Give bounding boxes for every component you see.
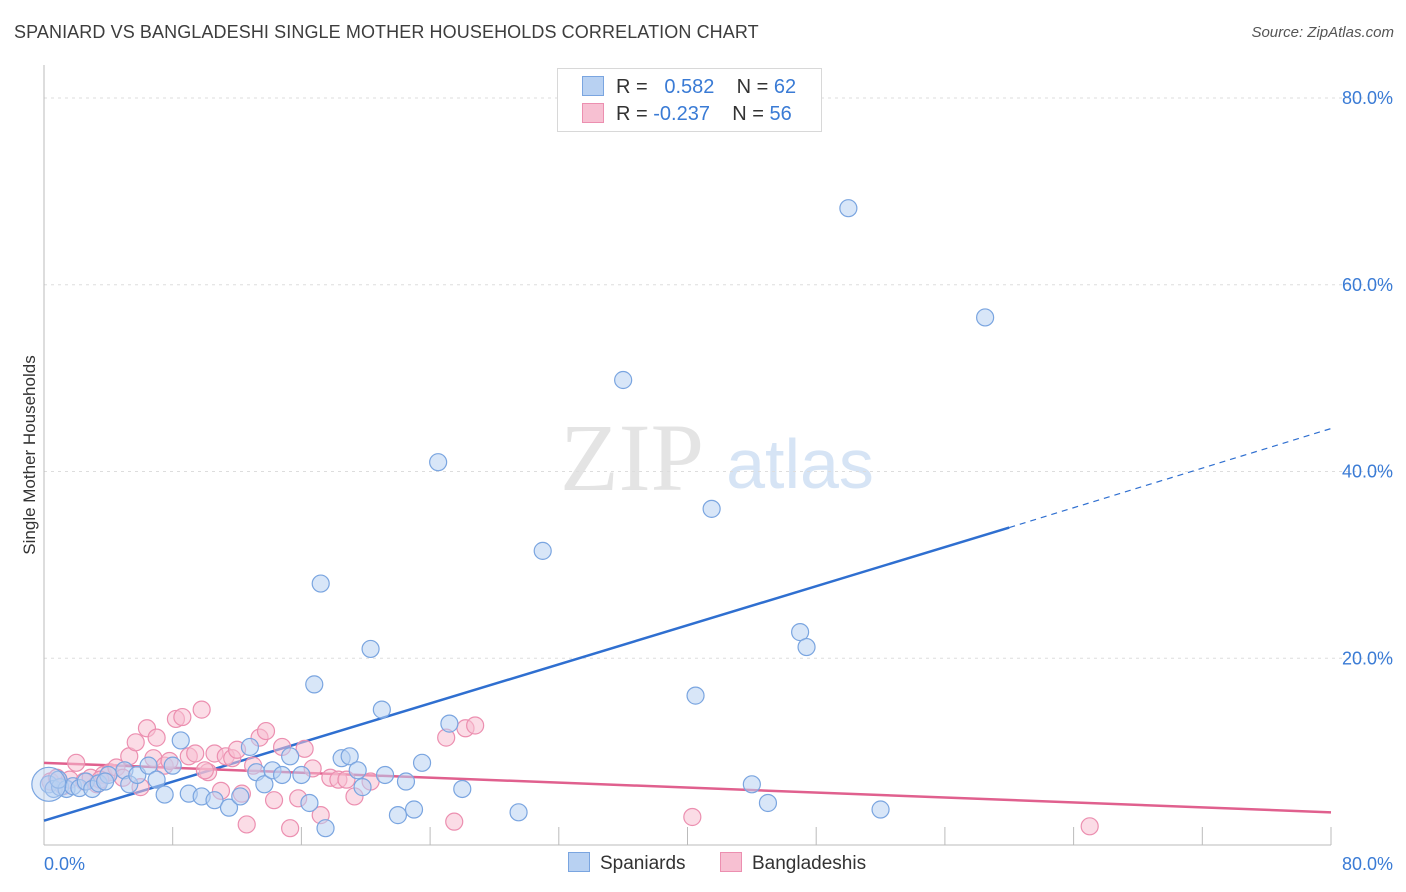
- spaniard-point-15: [155, 785, 174, 804]
- bangladeshi-point-23: [186, 744, 205, 763]
- spaniard-point-40: [375, 765, 395, 785]
- spaniard-point-55: [791, 623, 810, 642]
- spaniard-point-39: [372, 700, 391, 719]
- spaniard-point-23: [240, 737, 260, 757]
- bottom-legend-bangladeshis: Bangladeshis: [720, 852, 866, 875]
- spaniard-point-30: [300, 793, 319, 813]
- spaniard-point-32: [311, 574, 330, 593]
- spaniard-point-13: [139, 756, 158, 775]
- spaniard-point-48: [509, 803, 528, 822]
- bangladeshi-point-40: [295, 739, 314, 758]
- spaniard-point-58: [871, 800, 890, 819]
- spaniard-point-41: [388, 806, 408, 825]
- legend-r-label: R =: [616, 76, 648, 98]
- bottom-legend-spaniards: Spaniards: [568, 852, 686, 875]
- x-tick-label-0: 0.0%: [44, 854, 85, 874]
- data-points: [31, 199, 1099, 838]
- legend-n-label: N =: [732, 103, 764, 125]
- spaniard-point-56: [797, 637, 816, 657]
- spaniard-point-43: [404, 800, 424, 819]
- legend-swatch-spaniards: [582, 76, 604, 96]
- watermark-atlas: atlas: [726, 425, 874, 503]
- bangladeshi-point-53: [1080, 817, 1099, 836]
- bangladeshi-point-24: [192, 700, 211, 719]
- spaniard-point-22: [231, 787, 250, 806]
- watermark: ZIP atlas: [560, 404, 874, 511]
- spaniard-point-42: [396, 772, 416, 791]
- spaniard-point-16: [163, 756, 182, 775]
- chart-source: Source: ZipAtlas.com: [1251, 24, 1394, 41]
- y-tick-label-0: 20.0%: [1342, 648, 1393, 668]
- tick-labels: 20.0% 40.0% 60.0% 80.0% 0.0% 80.0%: [44, 88, 1393, 874]
- chart-title: SPANIARD VS BANGLADESHI SINGLE MOTHER HO…: [14, 22, 759, 42]
- bottom-legend-label-spaniards: Spaniards: [600, 853, 686, 874]
- bangladeshi-point-13: [126, 733, 145, 752]
- legend-r-label: R =: [616, 103, 648, 125]
- y-tick-label-2: 60.0%: [1342, 275, 1393, 295]
- bangladeshi-point-52: [683, 807, 702, 827]
- watermark-zip: ZIP: [560, 404, 704, 511]
- bottom-swatch-spaniards: [568, 852, 590, 872]
- spaniard-point-27: [272, 765, 292, 785]
- legend-n-label: N =: [736, 76, 769, 98]
- legend-swatch-bangladeshis: [582, 103, 604, 123]
- axes: [43, 65, 1332, 846]
- legend-r-value-bangladeshis: -0.237: [653, 103, 710, 125]
- spaniard-point-51: [686, 686, 705, 705]
- legend-n-value-bangladeshis: 56: [769, 103, 792, 125]
- legend-row-spaniards: R = 0.582 N = 62: [582, 76, 796, 99]
- spaniard-point-50: [614, 370, 633, 390]
- spaniard-point-25: [255, 775, 274, 794]
- spaniard-point-44: [412, 753, 432, 772]
- spaniard-point-38: [361, 639, 380, 659]
- spaniard-point-45: [429, 453, 448, 472]
- bottom-swatch-bangladeshis: [720, 852, 742, 872]
- spaniard-point-46: [440, 714, 459, 733]
- spaniard-point-36: [348, 761, 367, 780]
- bangladeshi-point-17: [147, 728, 166, 747]
- spaniard-point-47: [453, 779, 472, 799]
- spaniards-trend-line: [43, 526, 1010, 822]
- legend: R = 0.582 N = 62 R = -0.237 N = 56: [557, 68, 822, 132]
- y-tick-label-3: 80.0%: [1342, 88, 1393, 108]
- spaniard-point-31: [305, 675, 324, 694]
- spaniard-point-54: [758, 793, 778, 813]
- spaniard-point-61: [96, 772, 115, 791]
- spaniard-point-35: [340, 747, 359, 766]
- legend-r-value-spaniards: 0.582: [664, 76, 715, 98]
- spaniard-point-20: [205, 791, 224, 810]
- bangladeshi-point-35: [256, 721, 276, 741]
- spaniard-point-14: [147, 770, 166, 789]
- bangladeshi-point-51: [466, 716, 485, 735]
- gridlines: [44, 97, 1392, 659]
- bottom-legend-label-bangladeshis: Bangladeshis: [752, 853, 867, 874]
- spaniard-point-57: [839, 199, 858, 218]
- bangladeshi-point-55: [195, 761, 214, 780]
- spaniard-point-33: [316, 819, 335, 838]
- spaniard-point-21: [219, 798, 239, 817]
- legend-n-value-spaniards: 62: [773, 76, 797, 98]
- spaniard-point-53: [742, 775, 761, 794]
- x-tick-label-1: 80.0%: [1342, 854, 1393, 874]
- bangladeshi-point-49: [445, 812, 464, 831]
- legend-row-bangladeshis: R = -0.237 N = 56: [582, 103, 792, 126]
- spaniard-point-49: [533, 541, 552, 560]
- bangladeshi-point-32: [237, 815, 256, 834]
- spaniard-point-29: [292, 765, 311, 785]
- bangladeshi-point-38: [281, 819, 300, 838]
- bangladeshi-point-4: [67, 753, 86, 772]
- spaniards-trend-extension: [1009, 427, 1332, 529]
- spaniard-point-59: [976, 308, 995, 327]
- y-tick-label-1: 40.0%: [1342, 462, 1393, 482]
- spaniard-point-17: [171, 731, 190, 750]
- bangladeshi-point-21: [173, 707, 192, 727]
- bangladeshi-point-36: [264, 791, 284, 810]
- spaniard-point-52: [702, 499, 721, 518]
- spaniard-cluster-point: [31, 766, 67, 802]
- spaniard-point-37: [353, 778, 372, 797]
- spaniard-point-28: [281, 747, 300, 766]
